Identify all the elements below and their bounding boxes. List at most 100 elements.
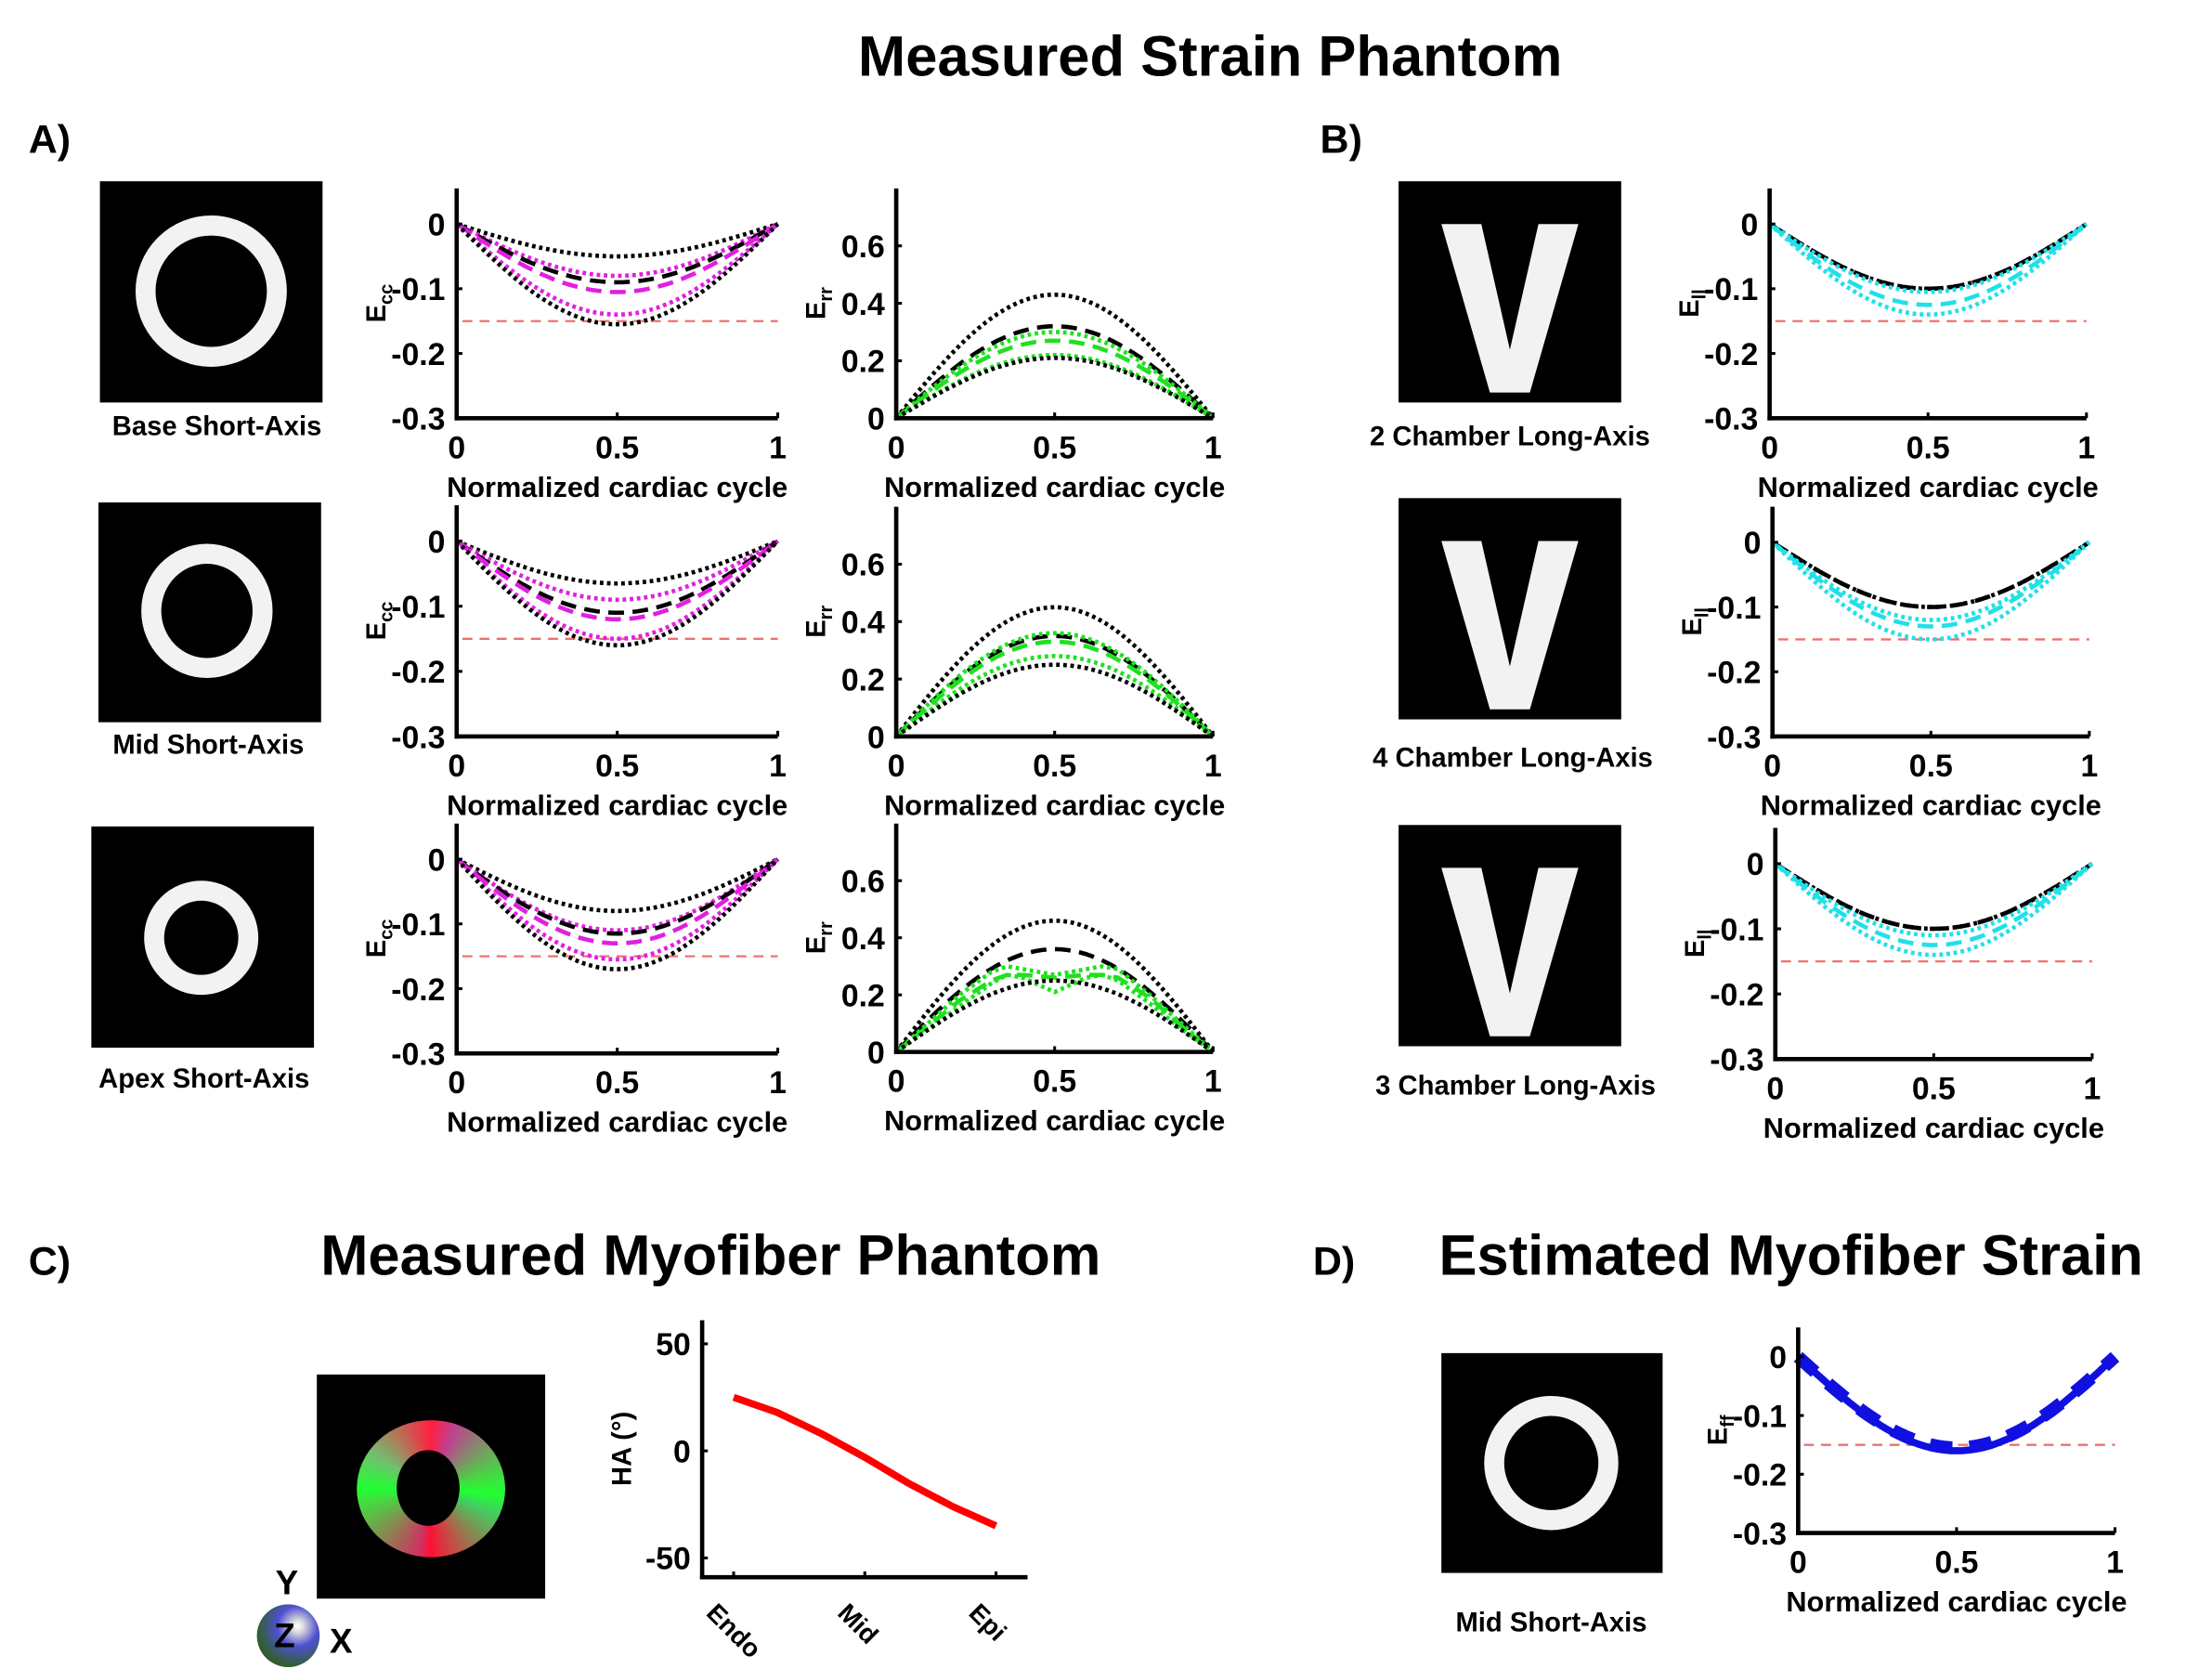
panel-label-c: C) [28, 1238, 72, 1284]
x-axis-label: Normalized cardiac cycle [447, 1106, 787, 1139]
x-axis-label: Normalized cardiac cycle [884, 471, 1225, 503]
y-tick-label: -0.3 [391, 402, 445, 437]
y-tick-label: 0 [428, 207, 446, 242]
x-tick-label: 0.5 [1909, 749, 1953, 784]
x-axis-label: Normalized cardiac cycle [1761, 789, 2101, 822]
x-tick-label: 0.5 [595, 430, 639, 465]
x-tick-label: 0.5 [1906, 430, 1950, 465]
y-tick-label: 0.6 [841, 548, 885, 583]
orientation-sphere-icon [256, 1604, 320, 1667]
x-tick-label: 0.5 [1033, 1064, 1076, 1100]
4-chamber-long-axis-image [1399, 498, 1621, 720]
2-chamber-long-axis-image [1399, 181, 1621, 403]
y-tick-label: 0 [1741, 207, 1759, 242]
triad-z-label: Z [274, 1617, 295, 1656]
x-axis-label: Normalized cardiac cycle [884, 789, 1225, 822]
y-tick-label: -0.3 [391, 720, 445, 755]
y-tick-label: -0.3 [391, 1037, 445, 1072]
x-tick-label: 0 [448, 430, 465, 465]
x-tick-label: 1 [1204, 1064, 1222, 1100]
y-tick-label: -0.2 [1707, 656, 1761, 691]
x-tick-label: 0 [1789, 1545, 1807, 1581]
y-tick-label: -0.1 [1733, 1399, 1787, 1434]
ring-lumen [397, 1450, 460, 1526]
series-line-3 [894, 972, 1215, 1054]
x-tick-label: 0.5 [1033, 430, 1076, 465]
y-tick-label: 50 [656, 1327, 691, 1363]
series-line-0 [894, 293, 1216, 420]
y-tick-label: -0.3 [1707, 720, 1761, 755]
x-axis-label: Normalized cardiac cycle [1763, 1112, 2104, 1144]
y-tick-label: 0.2 [841, 978, 885, 1013]
x-tick-label: 1 [2077, 430, 2095, 465]
chart-err-apex: 0 0.2 0.4 0.6 0 0.5 1 Normalized cardiac cycle E… [801, 823, 1225, 1137]
chart-ha: 50 0 -50 Endo Mid Epi HA (°) [607, 1320, 1028, 1663]
series-line-1 [1768, 222, 2088, 292]
y-tick-label: -0.3 [1710, 1043, 1763, 1078]
series-line-4 [894, 972, 1215, 1054]
y-tick-label: 0 [867, 1036, 885, 1071]
x-tick-label: 0 [888, 749, 905, 784]
series-line-2 [455, 222, 779, 285]
series-line-4 [894, 654, 1215, 738]
y-tick-label: 0.4 [841, 287, 885, 322]
x-tick-label: 1 [769, 1065, 787, 1101]
y-tick-label: 0.2 [841, 662, 885, 698]
y-axis-label: Eff [1704, 1415, 1739, 1445]
y-tick-label: 0 [1744, 526, 1762, 561]
apex-short-axis-label: Apex Short-Axis [98, 1064, 310, 1095]
series-line-0 [732, 1393, 998, 1530]
x-axis-label: Normalized cardiac cycle [447, 789, 787, 822]
panel-label-d: D) [1312, 1238, 1356, 1284]
x-axis-label: Normalized cardiac cycle [884, 1104, 1225, 1137]
y-tick-label: 0 [673, 1434, 691, 1469]
y-axis-label: Ecc [362, 602, 397, 641]
series-line-5 [455, 539, 780, 648]
y-tick-label: -0.2 [1733, 1458, 1787, 1493]
y-tick-label: 0 [428, 525, 446, 560]
x-tick-label: 1 [1204, 749, 1222, 784]
series-line-0 [894, 918, 1216, 1054]
y-tick-label: 0 [867, 402, 885, 437]
y-tick-label: -0.3 [1704, 402, 1758, 437]
chart-err-mid: 0 0.2 0.4 0.6 0 0.5 1 Normalized cardiac cycle E… [801, 506, 1225, 822]
series-line-1 [894, 946, 1215, 1054]
x-tick-label: 0 [1763, 749, 1781, 784]
y-axis-label: Ell [1678, 607, 1713, 636]
series-line-4 [1771, 541, 2091, 642]
x-tick-label: 0 [448, 749, 465, 784]
series-line-1 [1774, 861, 2094, 932]
mid-short-axis-label: Mid Short-Axis [112, 730, 305, 762]
4-chamber-label: 4 Chamber Long-Axis [1373, 743, 1653, 774]
y-tick-label: -0.2 [1710, 977, 1763, 1012]
myofiber-phantom-title: Measured Myofiber Phantom [320, 1224, 1101, 1288]
myofiber-strain-title: Estimated Myofiber Strain [1438, 1224, 2143, 1288]
panel-label-b: B) [1320, 117, 1362, 162]
main-title: Measured Strain Phantom [858, 25, 1563, 89]
x-tick-label: 0.5 [595, 749, 639, 784]
series-line-4 [1774, 862, 2094, 958]
y-tick-label: 0.6 [841, 865, 885, 900]
series-line-5 [894, 355, 1215, 421]
x-axis-label: Normalized cardiac cycle [1758, 471, 2099, 503]
x-tick-label: Mid [832, 1597, 884, 1649]
series-line-2 [894, 330, 1215, 421]
3-chamber-long-axis-image [1399, 825, 1621, 1047]
series-line-1 [894, 633, 1215, 738]
series-line-1 [894, 324, 1215, 420]
x-tick-label: 1 [2106, 1545, 2124, 1581]
y-tick-label: 0 [867, 720, 885, 755]
base-short-axis-image [99, 181, 323, 403]
x-tick-label: Epi [964, 1597, 1012, 1646]
2-chamber-label: 2 Chamber Long-Axis [1370, 422, 1650, 453]
d-mid-short-axis-image [1441, 1352, 1663, 1573]
3-chamber-label: 3 Chamber Long-Axis [1375, 1072, 1656, 1102]
y-tick-label: 0 [1769, 1340, 1787, 1376]
series-line-2 [1771, 541, 2091, 622]
x-tick-label: 1 [769, 749, 787, 784]
series-line-0 [1795, 1354, 2118, 1454]
